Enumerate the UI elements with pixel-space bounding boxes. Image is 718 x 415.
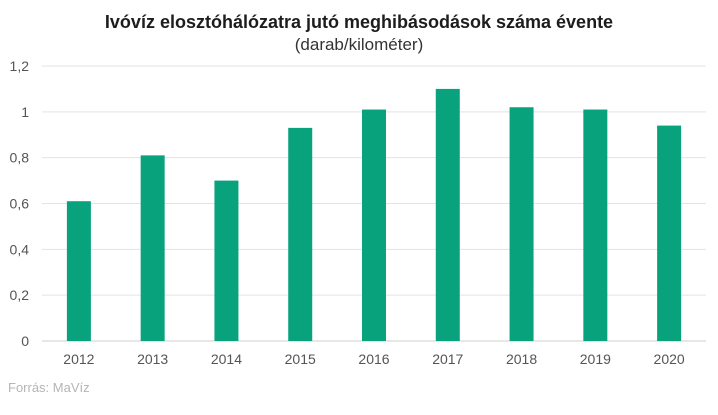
x-tick-label: 2015	[285, 351, 316, 367]
bar	[288, 127, 313, 341]
x-tick-label: 2017	[432, 351, 463, 367]
y-tick-label: 1,2	[10, 58, 30, 74]
y-tick-label: 0	[21, 333, 29, 349]
x-tick-label: 2018	[506, 351, 537, 367]
x-axis-ticks: 2012 2013 2014 2015 2016 2017 2018 2019 2020	[63, 351, 685, 367]
bar	[435, 88, 460, 342]
source-note: Forrás: MaVíz	[8, 380, 90, 395]
y-tick-label: 1	[21, 104, 29, 120]
x-tick-label: 2016	[358, 351, 389, 367]
bar	[214, 180, 239, 341]
bar	[66, 201, 91, 341]
bar	[362, 109, 386, 342]
y-tick-label: 0,6	[10, 196, 30, 212]
y-axis-ticks: 0 0,2 0,4 0,6 0,8 1 1,2	[10, 58, 30, 349]
y-tick-label: 0,4	[10, 241, 30, 257]
chart-subtitle: (darab/kilométer)	[294, 35, 424, 54]
bar	[657, 125, 682, 341]
x-tick-label: 2019	[580, 351, 611, 367]
bars	[66, 88, 682, 342]
chart-title: Ivóvíz elosztóhálózatra jutó meghibásodá…	[104, 12, 614, 32]
y-tick-label: 0,2	[10, 287, 30, 303]
x-tick-label: 2013	[137, 351, 168, 367]
bar	[509, 107, 534, 341]
y-tick-label: 0,8	[10, 150, 30, 166]
x-tick-label: 2020	[654, 351, 685, 367]
bar	[583, 109, 608, 342]
bar	[140, 155, 165, 341]
x-tick-label: 2012	[63, 351, 94, 367]
x-tick-label: 2014	[211, 351, 242, 367]
